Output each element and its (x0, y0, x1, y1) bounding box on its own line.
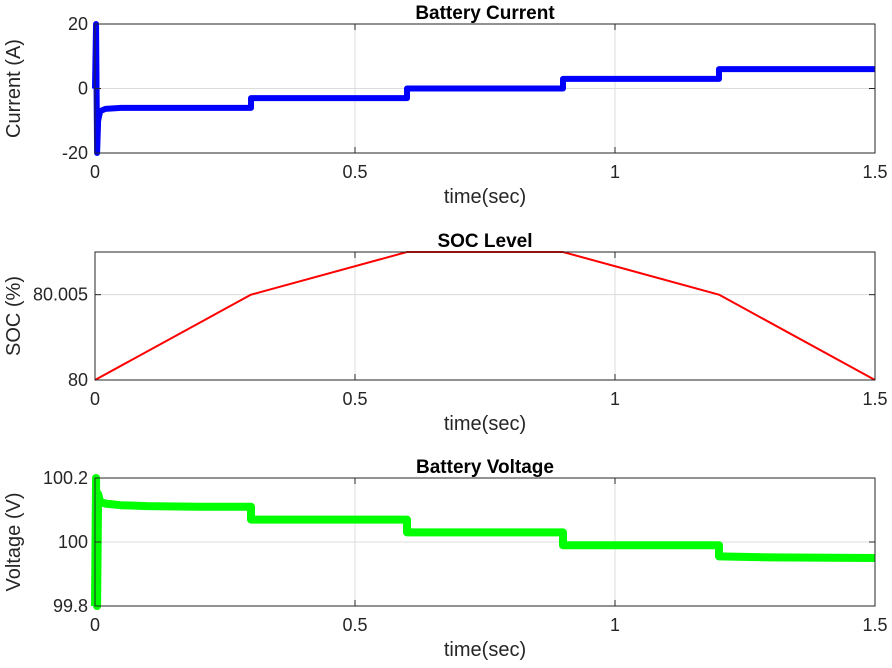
y-tick-label: 0 (78, 79, 88, 99)
x-tick-label: 1.5 (862, 615, 887, 635)
y-axis-label: SOC (%) (3, 276, 25, 356)
x-tick-label: 1.5 (862, 389, 887, 409)
y-tick-label: 100.2 (43, 468, 88, 488)
series-line-1 (91, 474, 876, 610)
chart-title: Battery Current (415, 3, 555, 24)
x-tick-label: 0 (90, 615, 100, 635)
x-tick-label: 1 (610, 389, 620, 409)
subplot-3: 0 0.5 1 1.5 99.8 100 100.2 Battery Voltage time(… (3, 457, 888, 661)
subplot-2: 0 0.5 1 1.5 80 80.005 SOC Level time(sec) SOC (%… (3, 231, 888, 435)
y-tick-label: 80.005 (33, 285, 88, 305)
x-tick-label: 1 (610, 162, 620, 182)
x-tick-label: 0 (90, 389, 100, 409)
y-tick-label: 20 (68, 14, 88, 34)
y-axis-label: Voltage (V) (3, 493, 25, 592)
y-tick-label: 80 (68, 370, 88, 390)
axes-frame (94, 251, 876, 381)
series-line-1 (92, 21, 875, 156)
x-tick-label: 1 (610, 615, 620, 635)
x-tick-label: 0.5 (342, 162, 367, 182)
y-tick-label: -20 (62, 143, 88, 163)
x-axis-label: time(sec) (444, 186, 526, 208)
chart-title: SOC Level (437, 231, 532, 252)
chart-title: Battery Voltage (416, 457, 554, 478)
x-axis-label: time(sec) (444, 413, 526, 435)
plot-area (94, 251, 876, 381)
x-tick-label: 1.5 (862, 162, 887, 182)
x-tick-label: 0 (90, 162, 100, 182)
y-tick-label: 99.8 (53, 596, 88, 616)
y-axis-label: Current (A) (3, 39, 25, 138)
y-tick-label: 100 (58, 532, 88, 552)
x-tick-label: 0.5 (342, 615, 367, 635)
x-tick-label: 0.5 (342, 389, 367, 409)
x-axis-label: time(sec) (444, 639, 526, 661)
